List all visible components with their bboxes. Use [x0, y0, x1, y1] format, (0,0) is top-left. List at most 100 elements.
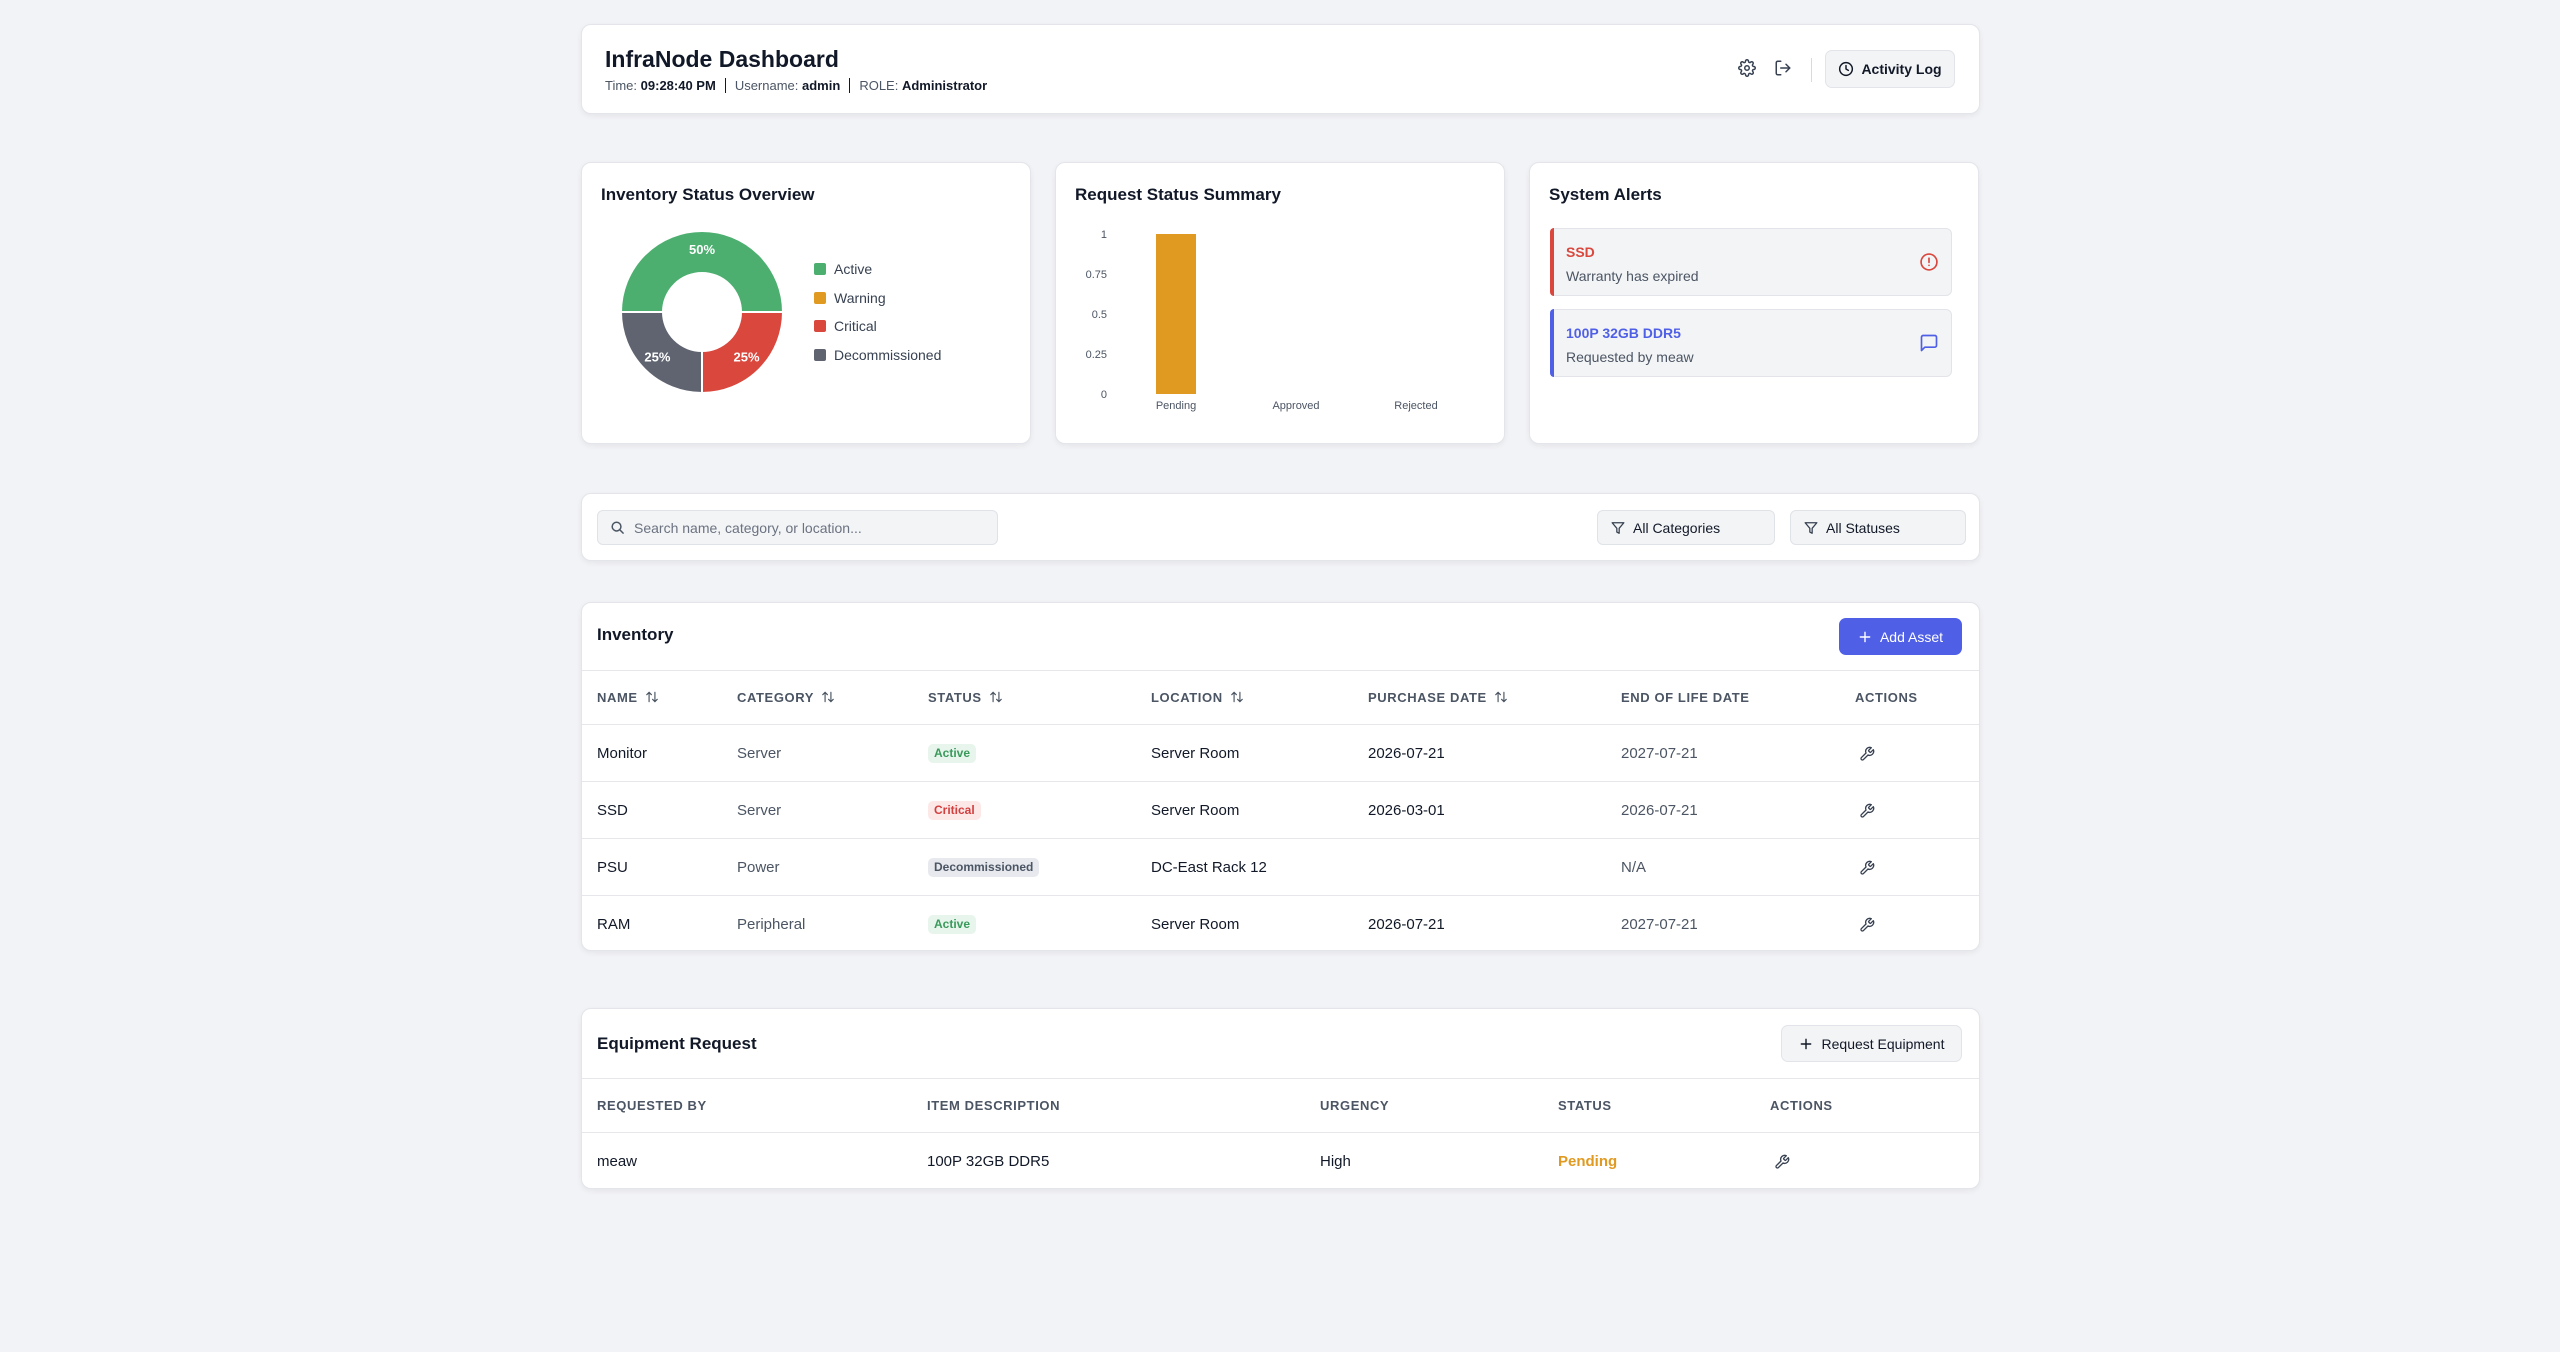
- column-header-urgency: URGENCY: [1320, 1098, 1390, 1113]
- cell-status: Active: [913, 725, 1136, 782]
- sort-icon: [989, 691, 1002, 703]
- status-badge: Active: [928, 914, 977, 934]
- card-title: Inventory Status Overview: [601, 185, 815, 204]
- column-header-category[interactable]: CATEGORY: [722, 671, 913, 725]
- bar-pending[interactable]: [1156, 234, 1196, 394]
- alert-title: SSD: [1566, 244, 1595, 260]
- time-label: Time:: [605, 78, 638, 93]
- cell-eol-date: 2027-07-21: [1621, 744, 1698, 762]
- table-row: PSU Power Decommissioned DC-East Rack 12…: [582, 838, 1979, 896]
- cell-category: Server: [737, 801, 782, 819]
- cell-actions: [1840, 839, 1979, 896]
- filter-icon: [1804, 521, 1818, 534]
- legend-label: Critical: [834, 318, 877, 335]
- sort-icon: [645, 691, 658, 703]
- cell-location: Server Room: [1151, 744, 1240, 762]
- add-asset-button[interactable]: Add Asset: [1839, 618, 1962, 655]
- legend-item-critical[interactable]: Critical: [814, 312, 941, 341]
- request-equipment-label: Request Equipment: [1821, 1035, 1945, 1052]
- message-icon: [1920, 334, 1938, 352]
- search-input[interactable]: [634, 519, 984, 536]
- table-row: Monitor Server Active Server Room 2026-0…: [582, 724, 1979, 782]
- section-title: Inventory: [597, 625, 674, 644]
- legend-item-active[interactable]: Active: [814, 255, 941, 284]
- cell-purchase-date: 2026-07-21: [1368, 744, 1445, 762]
- inventory-donut-chart: 50% 25% 25%: [619, 230, 785, 395]
- alert-title: 100P 32GB DDR5: [1566, 325, 1681, 341]
- inventory-status-card: Inventory Status Overview 50% 25% 25% Acti…: [581, 162, 1031, 444]
- wrench-icon[interactable]: [1859, 917, 1875, 933]
- alert-item[interactable]: SSD Warranty has expired: [1550, 228, 1952, 296]
- status-filter-value: All Statuses: [1826, 519, 1900, 536]
- plus-icon: [1800, 1038, 1811, 1049]
- request-equipment-button[interactable]: Request Equipment: [1781, 1025, 1962, 1062]
- wrench-icon[interactable]: [1859, 803, 1875, 819]
- y-tick-label: 0.25: [1086, 349, 1107, 361]
- legend-swatch: [814, 263, 826, 276]
- legend-item-warning[interactable]: Warning: [814, 284, 941, 313]
- status-badge: Active: [928, 743, 977, 763]
- column-header-status: STATUS: [1558, 1098, 1612, 1113]
- column-header-actions: ACTIONS: [1770, 1098, 1833, 1113]
- alert-item[interactable]: 100P 32GB DDR5 Requested by meaw: [1550, 309, 1952, 377]
- table-row: meaw 100P 32GB DDR5 High Pending: [582, 1132, 1979, 1189]
- username-label: Username:: [734, 78, 799, 93]
- activity-log-button[interactable]: Activity Log: [1825, 50, 1955, 88]
- donut-slice-critical[interactable]: [701, 311, 785, 395]
- column-header-requested-by: REQUESTED BY: [597, 1098, 707, 1113]
- cell-category: Server: [737, 744, 782, 762]
- column-header-purchase-date[interactable]: PURCHASE DATE: [1353, 671, 1606, 725]
- sort-icon: [1230, 691, 1243, 703]
- cell-eol-date: N/A: [1621, 858, 1647, 876]
- wrench-icon[interactable]: [1859, 860, 1875, 876]
- divider: [724, 78, 726, 93]
- x-tick-label: Rejected: [1394, 400, 1437, 412]
- cell-status: Decommissioned: [913, 839, 1136, 896]
- legend-label: Active: [834, 261, 873, 278]
- wrench-icon[interactable]: [1774, 1154, 1790, 1170]
- donut-slice-active[interactable]: [619, 230, 785, 313]
- cell-location: DC-East Rack 12: [1151, 858, 1267, 876]
- cell-purchase-date: [1353, 839, 1606, 896]
- status-filter-select[interactable]: All Statuses: [1790, 510, 1966, 545]
- role-value: Administrator: [901, 78, 988, 93]
- cell-item-description: 100P 32GB DDR5: [927, 1152, 1050, 1170]
- search-box[interactable]: [597, 510, 998, 545]
- alert-accent: [1550, 228, 1554, 296]
- legend-swatch: [814, 320, 826, 333]
- table-row: SSD Server Critical Server Room 2026-03-…: [582, 781, 1979, 839]
- alert-circle-icon: [1920, 253, 1938, 271]
- cell-urgency: High: [1320, 1152, 1351, 1170]
- cell-name: RAM: [597, 915, 631, 933]
- table-header-row: NAME CATEGORY STATUS LOCATION PURCHASE D…: [582, 670, 1979, 725]
- wrench-icon[interactable]: [1859, 746, 1875, 762]
- cell-name: Monitor: [597, 744, 648, 762]
- cell-name: PSU: [597, 858, 628, 876]
- column-header-status[interactable]: STATUS: [913, 671, 1136, 725]
- chart-legend: Active Warning Critical Decommissioned: [814, 255, 941, 369]
- system-alerts-card: System Alerts SSD Warranty has expired 1…: [1529, 162, 1979, 444]
- time-value: 09:28:40 PM: [640, 78, 716, 93]
- cell-requested-by: meaw: [597, 1152, 638, 1170]
- cell-category: Power: [737, 858, 780, 876]
- legend-label: Warning: [834, 289, 886, 306]
- alert-accent: [1550, 309, 1554, 377]
- page-title: InfraNode Dashboard: [605, 46, 839, 72]
- request-summary-card: Request Status Summary 0 0.25 0.5 0.75 1 Pend…: [1055, 162, 1505, 444]
- legend-label: Decommissioned: [834, 347, 942, 364]
- status-badge: Critical: [928, 800, 981, 820]
- y-tick-label: 0.75: [1086, 269, 1107, 281]
- legend-item-decommissioned[interactable]: Decommissioned: [814, 341, 941, 370]
- logout-icon[interactable]: [1772, 57, 1794, 79]
- legend-swatch: [814, 291, 826, 304]
- column-header-name[interactable]: NAME: [582, 671, 722, 725]
- filter-icon: [1611, 521, 1625, 534]
- gear-icon[interactable]: [1736, 57, 1758, 79]
- column-header-location[interactable]: LOCATION: [1136, 671, 1353, 725]
- category-filter-select[interactable]: All Categories: [1597, 510, 1775, 545]
- donut-slice-decommissioned[interactable]: [619, 311, 703, 395]
- column-header-actions: ACTIONS: [1855, 690, 1918, 705]
- column-header-end-of-life: END OF LIFE DATE: [1621, 690, 1750, 705]
- donut-slice-label: 25%: [734, 350, 760, 365]
- cell-actions: [1840, 782, 1979, 839]
